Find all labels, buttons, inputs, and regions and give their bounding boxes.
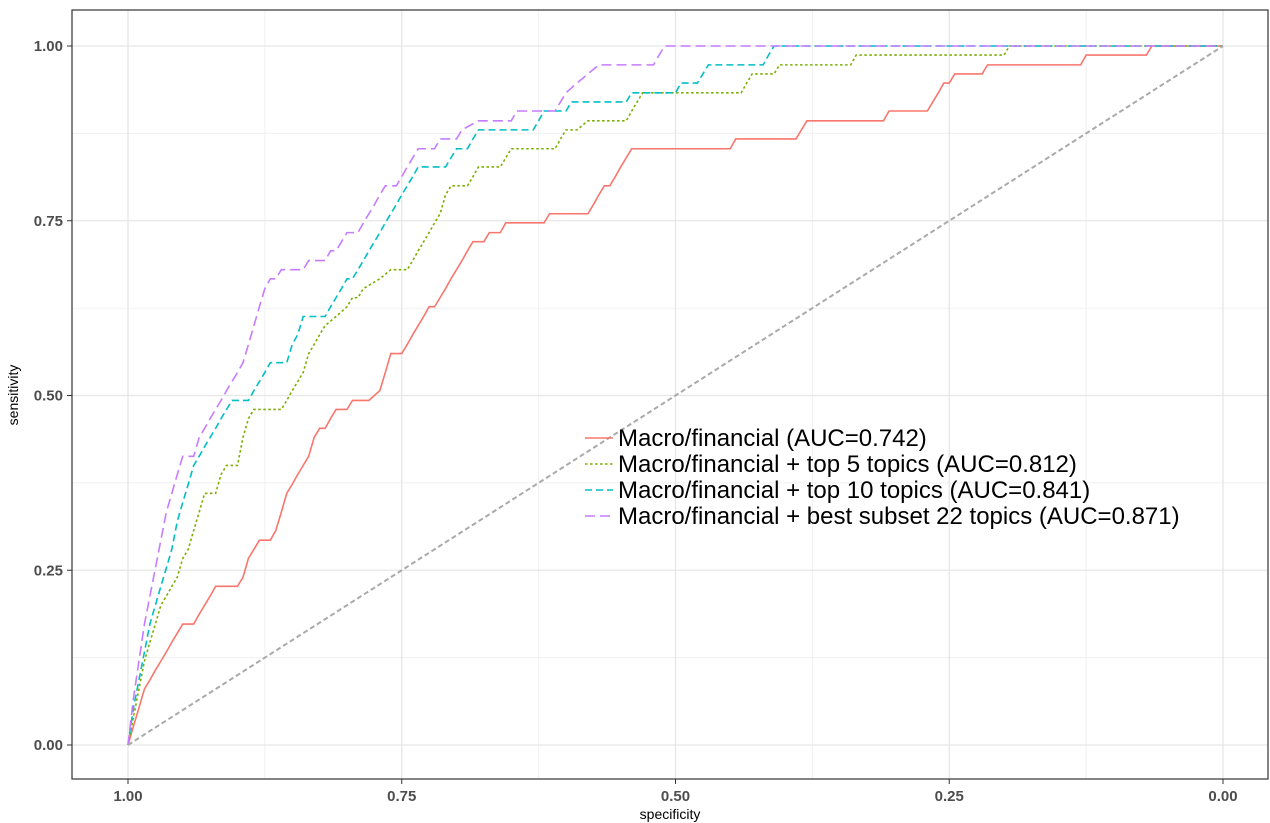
y-tick-label: 0.25 (34, 562, 63, 579)
y-tick-label: 1.00 (34, 38, 63, 55)
y-axis-title: sensitivity (5, 365, 21, 426)
x-tick-label: 0.75 (387, 788, 416, 805)
legend-label-3: Macro/financial + top 10 topics (AUC=0.8… (618, 477, 1090, 504)
series-line-2 (127, 45, 1223, 746)
series-line-4 (127, 45, 1223, 746)
minor-gridlines (72, 10, 1268, 779)
y-tick-label: 0.75 (34, 213, 63, 230)
x-tick-label: 1.00 (113, 788, 142, 805)
plot-panel-border (71, 9, 1269, 780)
x-tick-label: 0.50 (661, 788, 690, 805)
x-axis-ticks: 1.00 0.75 0.50 0.25 0.00 (113, 779, 1238, 805)
y-axis-ticks: 0.00 0.25 0.50 0.75 1.00 (34, 38, 72, 754)
series-line-3 (127, 45, 1223, 746)
x-tick-label: 0.25 (935, 788, 964, 805)
series-layer (127, 45, 1224, 746)
y-tick-label: 0.50 (34, 388, 63, 405)
legend-label-2: Macro/financial + top 5 topics (AUC=0.81… (618, 451, 1077, 478)
y-tick-label: 0.00 (34, 737, 63, 754)
x-tick-label: 0.00 (1208, 788, 1237, 805)
legend: Macro/financial (AUC=0.742)Macro/financi… (585, 425, 1180, 530)
plot-background (72, 10, 1268, 779)
legend-label-1: Macro/financial (AUC=0.742) (618, 425, 927, 452)
x-axis-title: specificity (640, 806, 701, 822)
chance-diagonal-line (127, 45, 1224, 746)
series-line-1 (127, 45, 1223, 746)
legend-label-4: Macro/financial + best subset 22 topics … (618, 503, 1180, 530)
